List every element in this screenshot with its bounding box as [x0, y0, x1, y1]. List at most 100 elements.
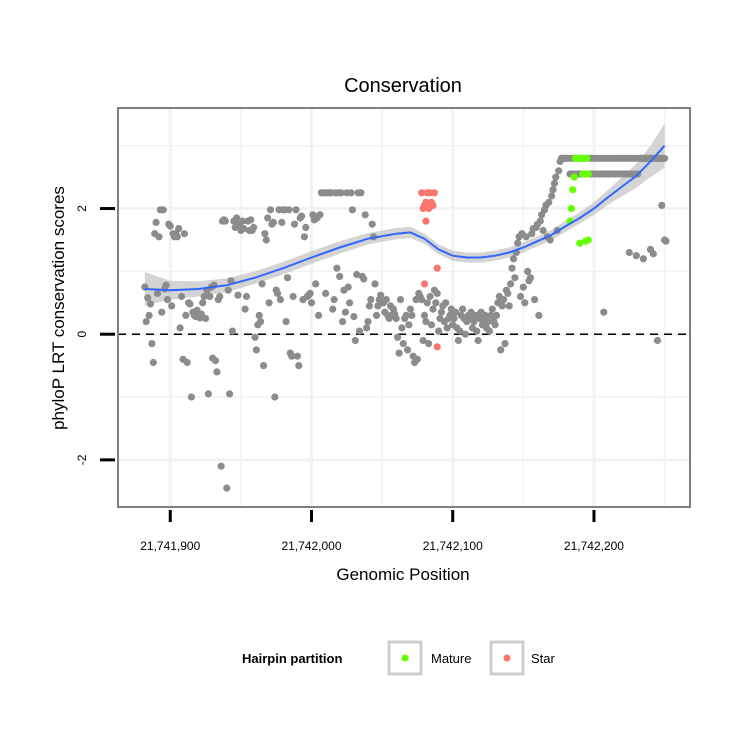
- point-other: [261, 230, 269, 238]
- point-other: [144, 294, 152, 302]
- y-tick-label: -2: [75, 454, 89, 465]
- point-other: [491, 321, 499, 329]
- point-other: [550, 179, 559, 187]
- point-star: [422, 217, 430, 225]
- point-other: [266, 206, 275, 214]
- point-other: [350, 313, 358, 321]
- legend-dot-star: [503, 654, 511, 662]
- point-other: [474, 336, 482, 345]
- point-other: [398, 324, 406, 332]
- point-other: [240, 225, 248, 233]
- point-other: [524, 267, 532, 275]
- point-star: [430, 189, 438, 197]
- plot-panel-border: [117, 107, 691, 508]
- point-other: [500, 296, 508, 304]
- point-other: [600, 308, 608, 316]
- point-other: [288, 352, 296, 360]
- point-other: [427, 321, 436, 329]
- point-other: [330, 296, 338, 304]
- legend: Hairpin partition Mature Star: [242, 640, 556, 676]
- point-other: [426, 292, 434, 301]
- point-other: [182, 311, 190, 319]
- point-other: [507, 280, 515, 288]
- point-other: [473, 327, 481, 335]
- point-other: [282, 318, 290, 326]
- point-other: [351, 336, 359, 345]
- point-other: [360, 275, 368, 283]
- point-mature: [584, 170, 592, 178]
- point-other: [168, 302, 176, 310]
- point-other: [285, 206, 293, 214]
- point-other: [186, 300, 194, 308]
- point-other: [257, 318, 265, 326]
- point-other: [152, 218, 160, 226]
- point-other: [159, 206, 167, 214]
- point-other: [242, 292, 251, 301]
- x-tick-label: 21,741,900: [140, 539, 200, 553]
- point-other: [422, 318, 430, 326]
- point-other: [202, 314, 210, 323]
- point-other: [450, 314, 458, 323]
- legend-dot-mature: [401, 654, 409, 662]
- point-other: [399, 340, 407, 348]
- point-other: [549, 186, 557, 194]
- point-other: [278, 218, 286, 226]
- point-other: [175, 225, 183, 233]
- point-other: [145, 311, 153, 319]
- point-other: [283, 274, 292, 282]
- x-axis-title: Genomic Position: [336, 565, 469, 584]
- point-other: [418, 296, 426, 304]
- point-other: [155, 233, 163, 241]
- point-other: [552, 173, 560, 181]
- point-other: [452, 308, 460, 316]
- point-other: [252, 346, 260, 354]
- point-other: [364, 318, 372, 326]
- point-other: [276, 296, 284, 304]
- point-other: [292, 206, 300, 214]
- chart-title: Conservation: [344, 75, 462, 97]
- legend-title: Hairpin partition: [242, 651, 342, 666]
- point-other: [341, 308, 349, 316]
- point-other: [213, 368, 221, 376]
- y-axis-title: phyloP LRT conservation scores: [49, 186, 68, 430]
- point-other: [251, 333, 259, 341]
- point-other: [368, 220, 376, 228]
- point-other: [522, 233, 530, 241]
- point-other: [289, 292, 297, 301]
- point-other: [217, 462, 225, 470]
- point-other: [395, 349, 403, 357]
- point-other: [347, 189, 355, 197]
- point-other: [262, 236, 270, 244]
- point-other: [521, 299, 529, 307]
- point-other: [382, 296, 390, 304]
- point-other: [442, 299, 450, 307]
- point-other: [408, 311, 416, 319]
- point-other: [197, 310, 205, 318]
- point-other: [514, 239, 522, 247]
- series-other: [141, 154, 670, 492]
- x-axis: 21,741,900 21,742,000 21,742,100 21,742,200: [140, 510, 624, 553]
- point-other: [545, 198, 553, 206]
- point-other: [206, 292, 214, 301]
- point-other: [173, 233, 181, 241]
- point-other: [200, 292, 208, 301]
- point-star: [433, 343, 441, 351]
- point-other: [536, 217, 544, 225]
- legend-entry-mature: Mature: [387, 640, 471, 676]
- point-other: [337, 189, 345, 197]
- point-other: [519, 283, 527, 291]
- point-other: [505, 302, 513, 310]
- point-other: [658, 201, 666, 209]
- point-other: [241, 305, 249, 313]
- point-other: [361, 211, 369, 219]
- point-other: [487, 311, 495, 319]
- point-other: [312, 280, 320, 288]
- point-other: [238, 217, 246, 225]
- point-other: [501, 340, 509, 348]
- legend-key-star: [489, 640, 525, 676]
- x-tick-label: 21,742,200: [564, 539, 624, 553]
- point-other: [344, 283, 352, 291]
- point-other: [456, 327, 464, 335]
- point-other: [433, 289, 441, 297]
- point-mature: [567, 204, 576, 213]
